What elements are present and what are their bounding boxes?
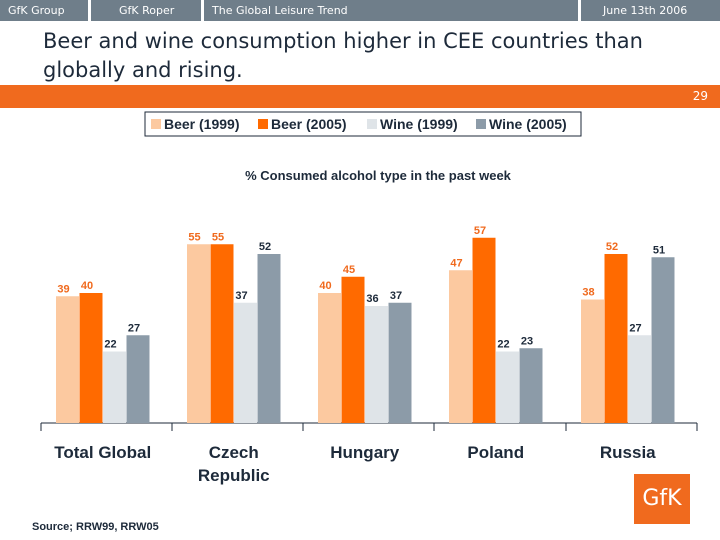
page-number-bar: 29 bbox=[0, 87, 720, 108]
gfk-logo: GfK bbox=[634, 474, 690, 524]
bar-value-label-0-1: 40 bbox=[81, 280, 93, 292]
bar-value-label-1-3: 52 bbox=[259, 241, 271, 253]
bar-4-3 bbox=[651, 257, 675, 423]
title-underline bbox=[0, 85, 720, 87]
category-label-4: Russia bbox=[600, 443, 656, 462]
legend-swatch-1 bbox=[258, 119, 268, 129]
bar-3-0 bbox=[449, 270, 472, 423]
legend-label-0: Beer (1999) bbox=[164, 116, 240, 132]
header-tab-global-leisure-trend: The Global Leisure Trend bbox=[204, 0, 578, 21]
header-tab-gfk-roper: GfK Roper bbox=[91, 0, 201, 21]
legend-swatch-3 bbox=[476, 119, 486, 129]
header-tab-gfk-group: GfK Group bbox=[0, 0, 88, 21]
bar-value-label-3-3: 23 bbox=[521, 335, 533, 347]
bar-1-3 bbox=[257, 254, 281, 423]
bar-value-label-2-3: 37 bbox=[390, 290, 402, 302]
bar-0-3 bbox=[126, 335, 150, 423]
bar-0-1 bbox=[79, 293, 103, 423]
bar-value-label-4-1: 52 bbox=[606, 241, 618, 253]
legend-swatch-2 bbox=[367, 119, 377, 129]
category-label-1-line-0: Czech bbox=[209, 443, 259, 462]
category-label-0: Total Global bbox=[54, 443, 151, 462]
bar-4-1 bbox=[604, 254, 628, 423]
bar-value-label-4-2: 27 bbox=[629, 322, 641, 334]
bar-value-label-0-3: 27 bbox=[128, 322, 140, 334]
legend-label-2: Wine (1999) bbox=[380, 116, 458, 132]
bar-0-0 bbox=[56, 296, 79, 423]
bar-4-2 bbox=[628, 335, 651, 423]
bar-1-1 bbox=[210, 244, 234, 423]
bar-3-1 bbox=[472, 237, 496, 423]
bar-value-label-0-0: 39 bbox=[57, 283, 69, 295]
legend-label-1: Beer (2005) bbox=[271, 116, 347, 132]
bar-value-label-2-1: 45 bbox=[343, 264, 355, 276]
bar-value-label-3-1: 57 bbox=[474, 225, 486, 237]
bar-2-1 bbox=[341, 276, 365, 423]
bar-value-label-4-3: 51 bbox=[653, 244, 665, 256]
bar-3-2 bbox=[496, 351, 519, 423]
bar-value-label-4-0: 38 bbox=[582, 287, 594, 299]
bar-2-2 bbox=[365, 306, 388, 423]
bar-value-label-2-0: 40 bbox=[319, 280, 331, 292]
legend-box bbox=[144, 111, 582, 137]
category-label-2: Hungary bbox=[330, 443, 400, 462]
chart-title: % Consumed alcohol type in the past week bbox=[245, 168, 512, 183]
bar-1-0 bbox=[187, 244, 210, 423]
bar-value-label-2-2: 36 bbox=[366, 293, 378, 305]
header-date: June 13th 2006 bbox=[581, 0, 720, 21]
bar-value-label-1-0: 55 bbox=[188, 231, 200, 243]
source-note: Source; RRW99, RRW05 bbox=[32, 521, 159, 533]
bar-value-label-3-2: 22 bbox=[497, 339, 509, 351]
legend-swatch-0 bbox=[151, 119, 161, 129]
category-label-1-line-1: Republic bbox=[198, 466, 270, 485]
bar-value-label-1-1: 55 bbox=[212, 231, 224, 243]
bar-2-0 bbox=[318, 293, 341, 423]
bar-1-2 bbox=[234, 302, 257, 423]
bar-value-label-3-0: 47 bbox=[450, 257, 462, 269]
bar-2-3 bbox=[388, 302, 412, 423]
bar-value-label-0-2: 22 bbox=[104, 339, 116, 351]
category-label-3: Poland bbox=[467, 443, 524, 462]
bar-4-0 bbox=[581, 299, 604, 423]
bar-3-3 bbox=[519, 348, 543, 423]
top-bar: GfK Group GfK Roper The Global Leisure T… bbox=[0, 0, 720, 21]
page-number: 29 bbox=[692, 89, 708, 103]
slide-title: Beer and wine consumption higher in CEE … bbox=[43, 29, 643, 82]
bar-0-2 bbox=[103, 351, 126, 423]
bar-value-label-1-2: 37 bbox=[235, 290, 247, 302]
legend-label-3: Wine (2005) bbox=[489, 116, 567, 132]
